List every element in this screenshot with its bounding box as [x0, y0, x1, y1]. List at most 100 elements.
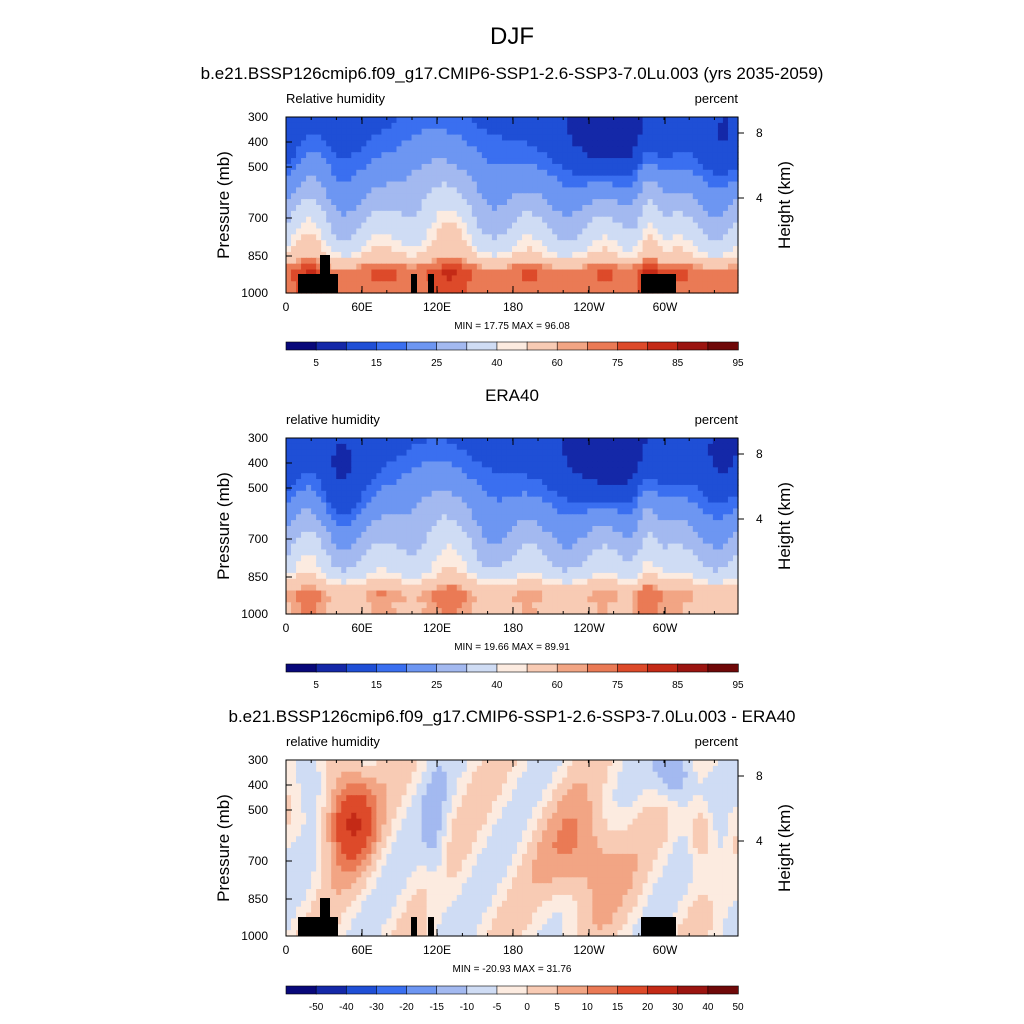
colorbar-cell — [526, 341, 558, 351]
colorbar-cell — [647, 341, 679, 351]
terrain-block — [411, 274, 417, 293]
terrain-block — [320, 898, 330, 936]
colorbar-cell — [376, 341, 408, 351]
colorbar-cell — [315, 985, 347, 995]
colorbar-cell — [406, 663, 438, 673]
y-tick-label: 700 — [248, 532, 268, 546]
y-right-tick-label: 4 — [756, 191, 763, 205]
y-tick-label: 850 — [248, 570, 268, 584]
colorbar: -50 -40 -30 -20 -15 -10 -5 0 5 10 15 20 30 40 50 — [285, 985, 744, 1013]
colorbar-cell — [406, 341, 438, 351]
colorbar-label: 25 — [431, 358, 443, 369]
colorbar-cell — [647, 663, 679, 673]
colorbar-label: 60 — [552, 680, 564, 691]
colorbar-label: 75 — [612, 680, 624, 691]
colorbar-label: -15 — [429, 1002, 444, 1013]
colorbar-cell — [345, 341, 378, 351]
terrain-block — [641, 274, 676, 293]
field-raster — [286, 438, 739, 615]
y-tick-label: 400 — [248, 456, 268, 470]
x-tick-label: 60W — [653, 943, 678, 957]
y-axis-label: Pressure (mb) — [214, 794, 233, 902]
colorbar-label: 40 — [491, 358, 503, 369]
colorbar-label: 85 — [672, 358, 684, 369]
y-tick-label: 850 — [248, 892, 268, 906]
colorbar-cell — [587, 985, 619, 995]
x-tick-label: 0 — [283, 943, 290, 957]
y-tick-label: 700 — [248, 854, 268, 868]
colorbar-label: 10 — [582, 1002, 594, 1013]
colorbar: 5 15 25 40 60 75 85 95 — [285, 663, 744, 691]
colorbar-cell — [466, 341, 498, 351]
terrain-block — [428, 917, 434, 936]
y-tick-label: 500 — [248, 803, 268, 817]
colorbar-label: 30 — [672, 1002, 684, 1013]
x-tick-label: 120W — [573, 300, 605, 314]
colorbar-label: -5 — [492, 1002, 501, 1013]
colorbar-cell — [436, 663, 468, 673]
y-axis-label: Pressure (mb) — [214, 151, 233, 259]
y-tick-label: 400 — [248, 778, 268, 792]
figure-title: DJF — [490, 23, 534, 50]
y-axis-label-right: Height (km) — [775, 161, 794, 249]
panel-title: b.e21.BSSP126cmip6.f09_g17.CMIP6-SSP1-2.… — [228, 707, 795, 726]
x-tick-label: 120W — [573, 621, 605, 635]
panels: b.e21.BSSP126cmip6.f09_g17.CMIP6-SSP1-2.… — [201, 64, 824, 1013]
x-tick-label: 60E — [351, 943, 372, 957]
stats-text: MIN = 19.66 MAX = 89.91 — [454, 642, 570, 653]
colorbar: 5 15 25 40 60 75 85 95 — [285, 341, 744, 369]
colorbar-label: 25 — [431, 680, 443, 691]
x-tick-label: 0 — [283, 300, 290, 314]
colorbar-cell — [376, 985, 408, 995]
panel-2: ERA40 relative humidity percent 0 60E 120E 180… — [214, 386, 794, 691]
stats-text: MIN = -20.93 MAX = 31.76 — [453, 964, 572, 975]
colorbar-cell — [526, 985, 558, 995]
y-tick-label: 1000 — [241, 286, 268, 300]
colorbar-label: 60 — [552, 358, 564, 369]
y-tick-label: 500 — [248, 160, 268, 174]
colorbar-cell — [587, 663, 619, 673]
y-axis-label-right: Height (km) — [775, 804, 794, 892]
colorbar-cell — [496, 663, 528, 673]
panel-left-label: Relative humidity — [286, 91, 385, 106]
colorbar-label: 20 — [642, 1002, 654, 1013]
colorbar-label: 40 — [702, 1002, 714, 1013]
colorbar-cell — [315, 341, 347, 351]
colorbar-cell — [315, 663, 347, 673]
y-right-tick-label: 4 — [756, 512, 763, 526]
colorbar-cell — [436, 985, 468, 995]
colorbar-cell — [677, 341, 709, 351]
panel-1: b.e21.BSSP126cmip6.f09_g17.CMIP6-SSP1-2.… — [201, 64, 824, 369]
colorbar-cell — [526, 663, 558, 673]
colorbar-cell — [677, 663, 709, 673]
colorbar-cell — [496, 985, 528, 995]
colorbar-cell — [617, 663, 649, 673]
y-tick-label: 850 — [248, 249, 268, 263]
colorbar-cell — [406, 985, 438, 995]
x-tick-label: 180 — [503, 300, 523, 314]
y-tick-label: 500 — [248, 481, 268, 495]
plot-frame — [285, 759, 739, 937]
colorbar-cell — [556, 341, 589, 351]
colorbar-label: -50 — [309, 1002, 324, 1013]
colorbar-cell — [466, 985, 498, 995]
x-tick-label: 120E — [423, 300, 451, 314]
colorbar-cell — [556, 985, 589, 995]
terrain-block — [641, 917, 676, 936]
colorbar-cell — [345, 985, 378, 995]
x-tick-label: 120E — [423, 943, 451, 957]
colorbar-cell — [617, 341, 649, 351]
field-raster — [286, 760, 739, 937]
colorbar-label: 5 — [554, 1002, 560, 1013]
colorbar-label: 15 — [371, 680, 383, 691]
x-tick-label: 0 — [283, 621, 290, 635]
y-tick-label: 1000 — [241, 929, 268, 943]
field-raster — [286, 117, 739, 294]
colorbar-cell — [617, 985, 649, 995]
x-tick-label: 180 — [503, 943, 523, 957]
terrain-mask — [298, 898, 676, 936]
colorbar-cell — [647, 985, 679, 995]
colorbar-cell — [707, 663, 739, 673]
colorbar-cell — [677, 985, 709, 995]
